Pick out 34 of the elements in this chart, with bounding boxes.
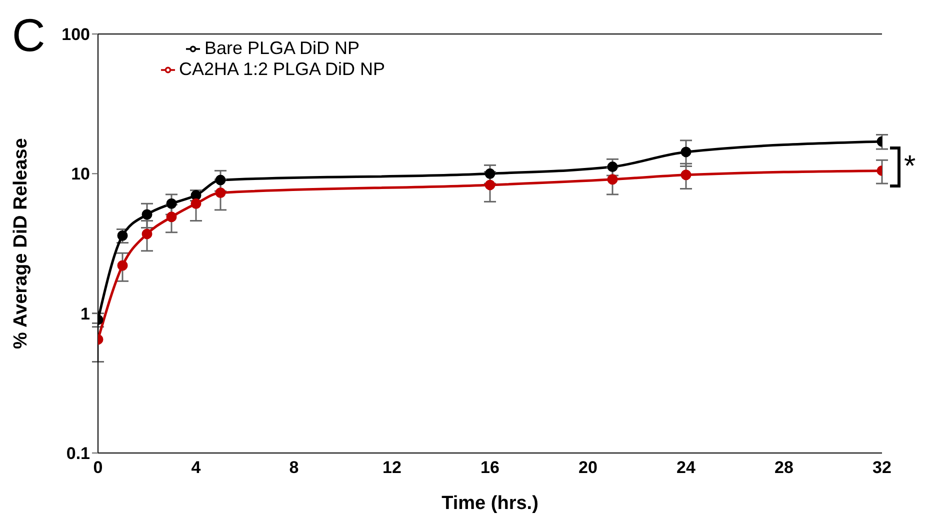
point xyxy=(607,174,618,185)
point xyxy=(142,209,152,220)
x-tick-label: 12 xyxy=(382,458,402,478)
x-tick-label: 4 xyxy=(191,458,202,478)
x-tick-label: 16 xyxy=(480,458,500,478)
point xyxy=(117,260,128,271)
point xyxy=(166,198,177,209)
y-tick-label: 1 xyxy=(80,304,90,324)
legend-label: Bare PLGA DiD NP xyxy=(204,38,360,58)
point xyxy=(484,168,496,179)
x-tick-label: 20 xyxy=(578,458,598,478)
x-tick-label: 32 xyxy=(872,458,892,478)
x-tick-label: 24 xyxy=(676,458,696,478)
legend-label: CA2HA 1:2 PLGA DiD NP xyxy=(178,59,386,79)
y-tick-label: 100 xyxy=(62,25,90,44)
x-axis-title: Time (hrs.) xyxy=(442,493,538,514)
x-tick-label: 0 xyxy=(93,458,103,478)
point xyxy=(166,212,177,222)
point xyxy=(680,170,692,180)
text: * xyxy=(904,150,916,184)
y-axis-title: % Average DiD Release xyxy=(10,138,32,349)
point xyxy=(142,228,152,240)
y-tick-label: 10 xyxy=(71,164,90,184)
x-tick-label: 28 xyxy=(774,458,794,478)
y-tick-label: 0.1 xyxy=(66,444,90,464)
text: C xyxy=(12,8,46,62)
point xyxy=(215,188,226,198)
point xyxy=(190,198,202,209)
point xyxy=(215,174,226,186)
point xyxy=(484,180,496,190)
point xyxy=(117,230,128,241)
x-tick-label: 8 xyxy=(289,458,299,478)
point xyxy=(607,162,618,172)
point xyxy=(680,146,692,158)
